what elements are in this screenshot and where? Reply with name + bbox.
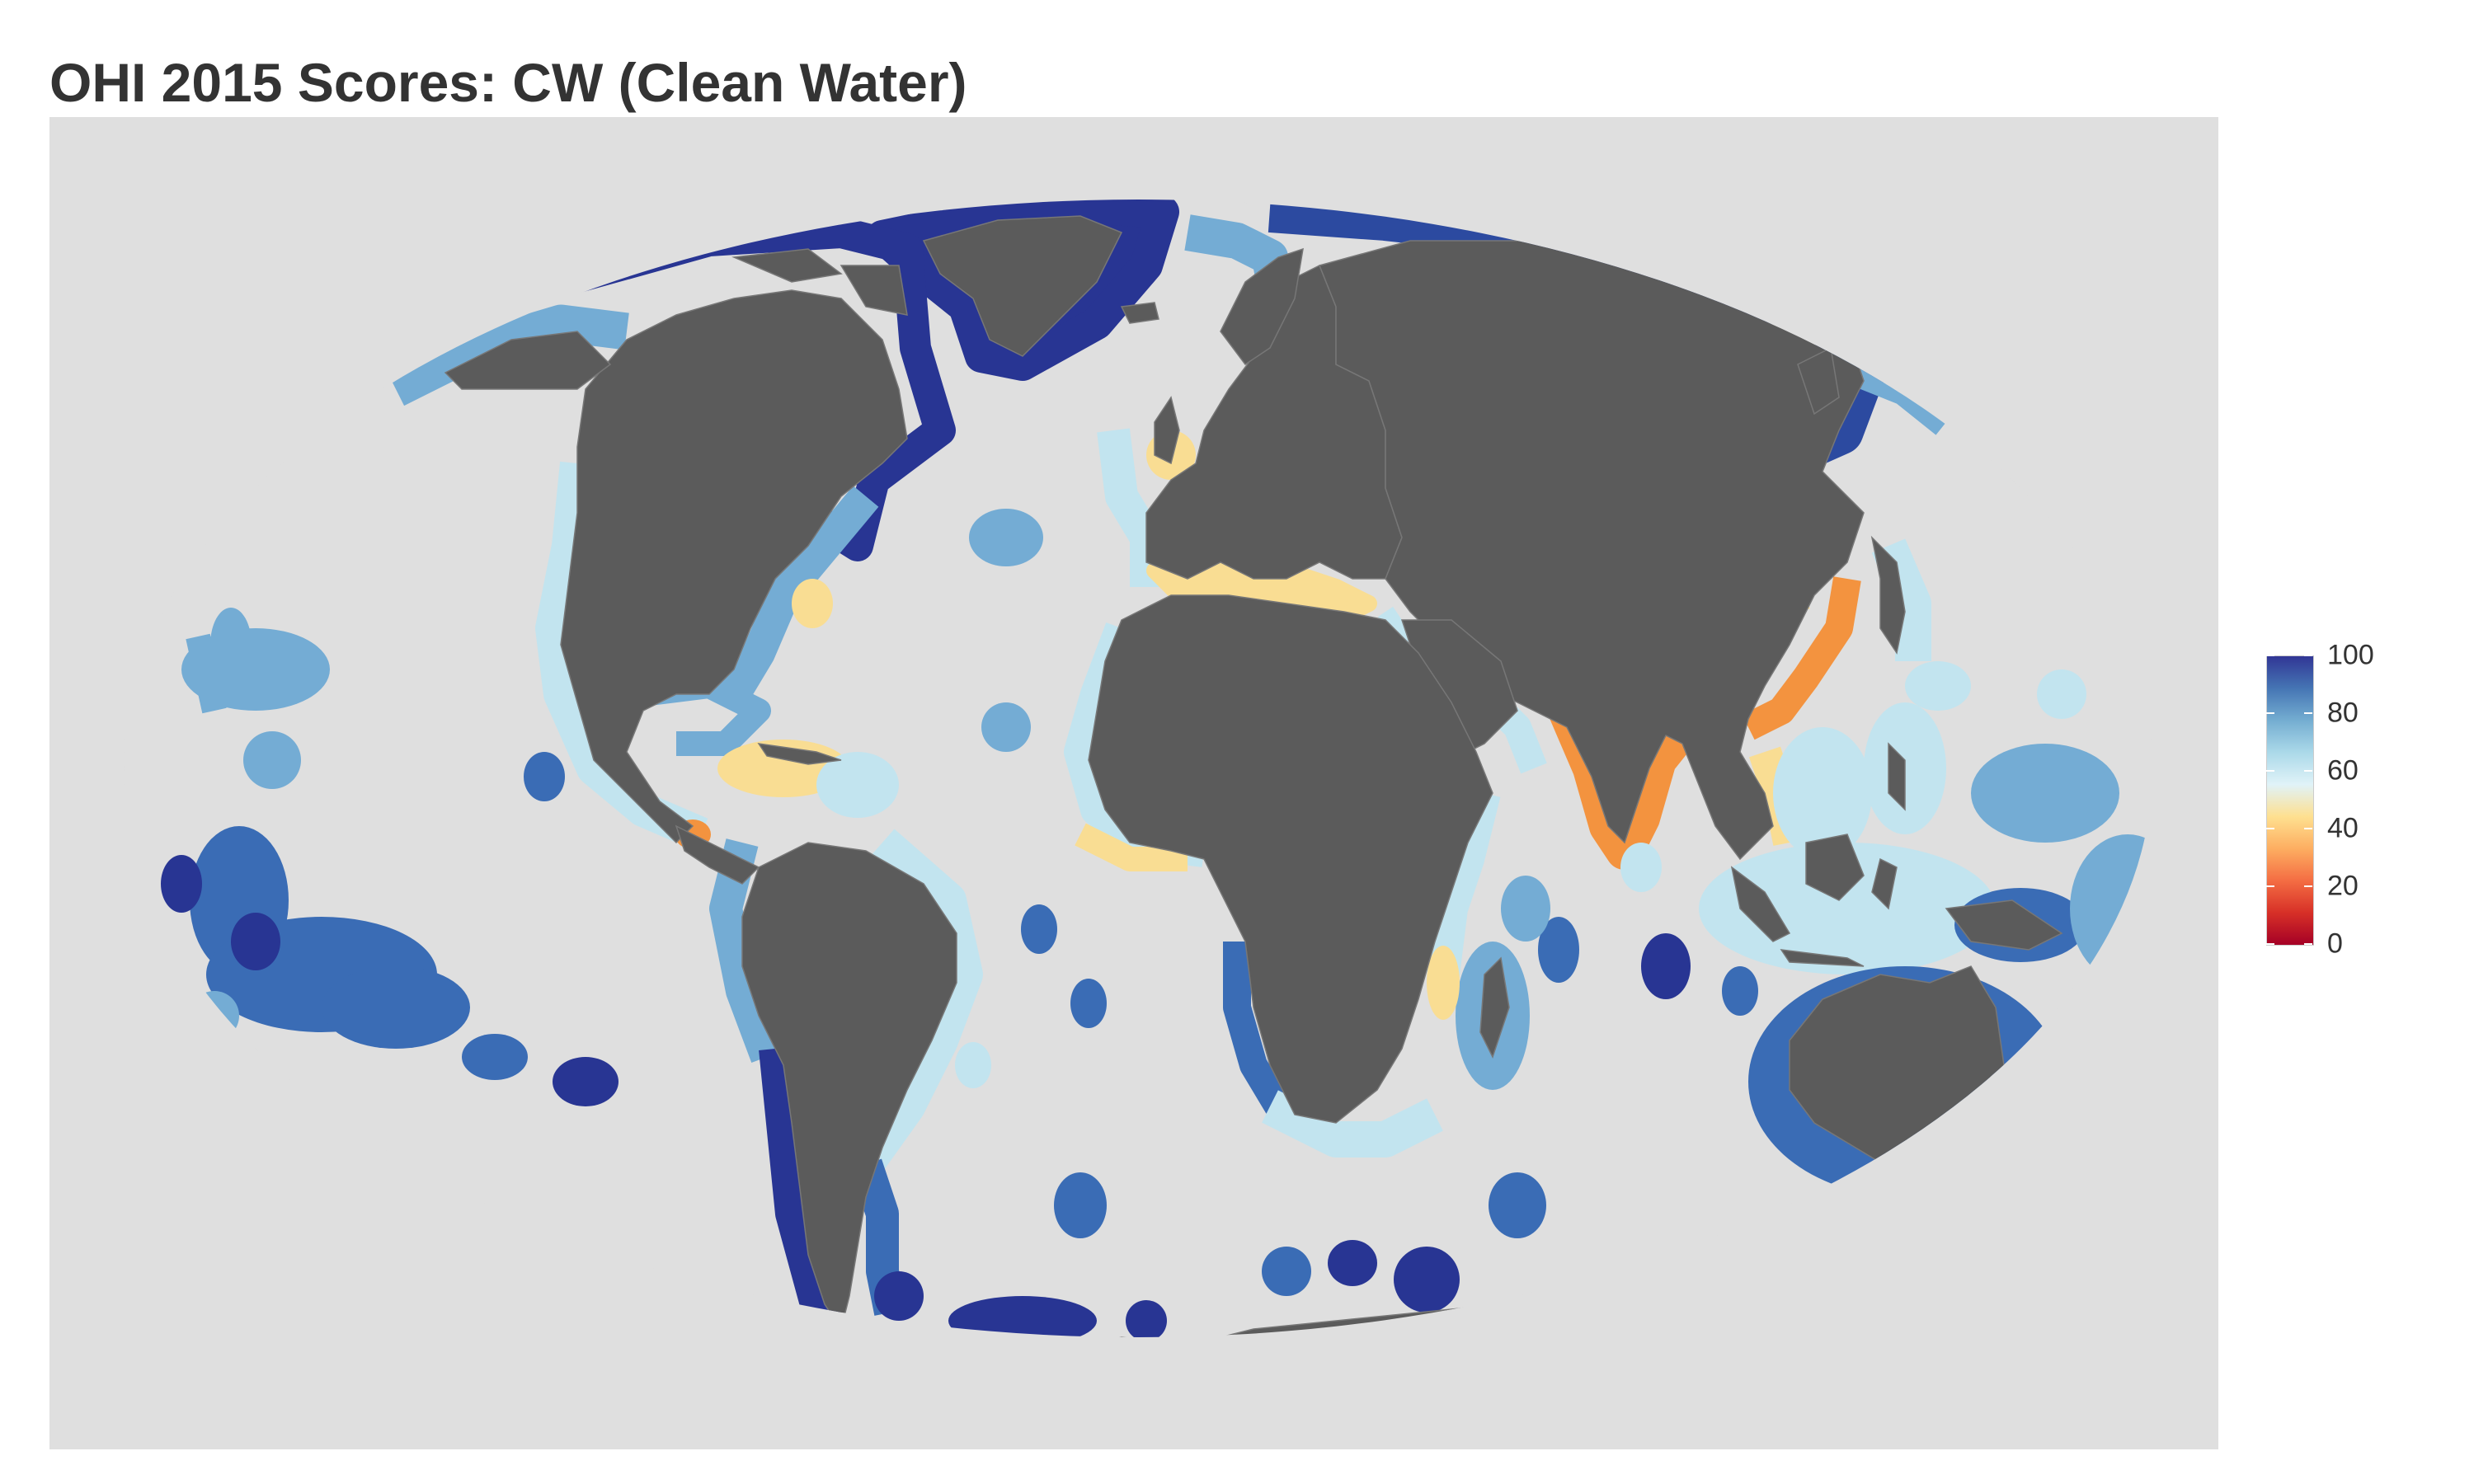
map-panel[interactable]	[49, 117, 2218, 1449]
land-sumatra[interactable]	[1730, 866, 1791, 942]
eez-hawaii-west[interactable]	[210, 608, 252, 682]
eez-crozet[interactable]	[1394, 1247, 1460, 1313]
land-central-america[interactable]	[675, 824, 760, 885]
eez-us-east[interactable]	[719, 486, 879, 703]
eez-marshall[interactable]	[2037, 669, 2086, 719]
landmasses	[444, 215, 2063, 1337]
world-map[interactable]	[49, 117, 2218, 1449]
land-japan[interactable]	[1870, 535, 1906, 655]
land-borneo[interactable]	[1805, 834, 1865, 901]
legend-tick-label: 80	[2327, 697, 2359, 729]
eez-cocos[interactable]	[1722, 966, 1758, 1016]
eez-bermuda[interactable]	[792, 579, 833, 628]
eez-cook[interactable]	[161, 855, 202, 913]
land-canada-arctic-2[interactable]	[840, 265, 908, 316]
eez-easter-island[interactable]	[553, 1057, 618, 1106]
land-africa[interactable]	[1088, 594, 1493, 1124]
eez-south-china-sea[interactable]	[1773, 727, 1872, 859]
eez-pitcairn[interactable]	[462, 1034, 528, 1080]
eez-alaska[interactable]	[387, 304, 629, 406]
eez-gulf-guinea[interactable]	[1075, 823, 1188, 871]
land-madagascar[interactable]	[1479, 956, 1510, 1059]
eez-sri-lanka[interactable]	[1620, 843, 1662, 892]
land-kamchatka[interactable]	[1797, 346, 1840, 416]
land-scandinavia[interactable]	[1220, 247, 1304, 366]
eez-azores[interactable]	[969, 509, 1043, 566]
eez-kerguelen[interactable]	[1489, 1172, 1546, 1238]
eez-maldives[interactable]	[1501, 876, 1550, 942]
eez-southern-nz[interactable]	[1757, 1313, 1839, 1345]
land-greenland[interactable]	[922, 215, 1123, 357]
legend-tick-label: 100	[2327, 639, 2374, 671]
eez-falklands[interactable]	[874, 1271, 924, 1321]
land-north-america[interactable]	[560, 289, 908, 844]
eez-prince-edward[interactable]	[1328, 1240, 1377, 1286]
eez-pacific-micronesia[interactable]	[1971, 744, 2119, 843]
colorbar	[2266, 655, 2314, 946]
eez-pacific-northwest[interactable]	[1905, 661, 1971, 711]
eez-ascension[interactable]	[1070, 979, 1107, 1028]
legend-tick-label: 40	[2327, 812, 2359, 844]
land-cuba[interactable]	[757, 743, 842, 765]
eez-namibia[interactable]	[1223, 942, 1291, 1114]
eez-mauritius[interactable]	[1538, 917, 1579, 983]
legend-tick-label: 0	[2327, 928, 2343, 960]
land-alaska[interactable]	[444, 331, 612, 390]
eez-tristan[interactable]	[1054, 1172, 1107, 1238]
eez-trindade[interactable]	[955, 1042, 991, 1088]
eez-kiribati[interactable]	[243, 731, 301, 789]
eez-south-georgia[interactable]	[948, 1296, 1097, 1345]
color-legend: 100 80 60 40 20 0	[2266, 639, 2431, 969]
land-asia[interactable]	[1318, 240, 1865, 861]
legend-tick-label: 60	[2327, 754, 2359, 787]
eez-mozambique[interactable]	[1427, 946, 1460, 1020]
land-iceland[interactable]	[1120, 302, 1159, 324]
legend-tick-label: 20	[2327, 870, 2359, 902]
eez-brazil[interactable]	[851, 829, 983, 1175]
land-south-america[interactable]	[741, 842, 957, 1331]
eez-south-africa[interactable]	[1262, 1090, 1443, 1158]
land-tasmania[interactable]	[1896, 1188, 1914, 1206]
land-java[interactable]	[1780, 949, 1865, 967]
eez-polynesia-3[interactable]	[322, 966, 470, 1049]
eez-china-coast[interactable]	[1742, 576, 1861, 740]
land-new-guinea[interactable]	[1945, 899, 2063, 951]
eez-bouvet[interactable]	[1262, 1247, 1311, 1296]
land-uk[interactable]	[1154, 396, 1180, 465]
eez-samoa[interactable]	[190, 991, 239, 1040]
eez-caribbean-east[interactable]	[816, 752, 899, 818]
eez-pacific-melanesia[interactable]	[2070, 834, 2185, 983]
page-title: OHI 2015 Scores: CW (Clean Water)	[49, 52, 967, 113]
land-canada-arctic-1[interactable]	[731, 248, 843, 283]
eez-cape-verde[interactable]	[981, 702, 1031, 752]
eez-chagos[interactable]	[1641, 933, 1691, 999]
land-new-zealand[interactable]	[1995, 1138, 2050, 1215]
eez-galapagos[interactable]	[524, 752, 565, 801]
eez-alaska-west[interactable]	[186, 633, 227, 714]
land-philippines[interactable]	[1888, 742, 1906, 811]
eez-st-helena[interactable]	[1021, 904, 1057, 954]
eez-south-sandwich[interactable]	[1126, 1300, 1167, 1341]
eez-marquesas[interactable]	[231, 913, 280, 970]
eez-new-zealand[interactable]	[1954, 1120, 2074, 1255]
land-sulawesi[interactable]	[1871, 857, 1898, 910]
